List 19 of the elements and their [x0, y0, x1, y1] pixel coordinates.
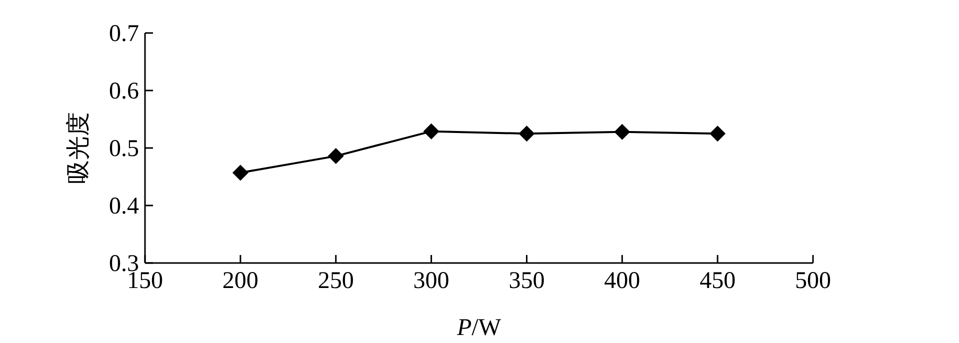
x-tick-label: 350: [508, 268, 545, 294]
x-tick-label: 250: [318, 268, 354, 294]
y-axis-title: 吸光度: [65, 112, 92, 184]
point: [614, 124, 630, 140]
y-tick-label: 0.4: [109, 194, 139, 220]
y-tick-label: 0.6: [109, 78, 139, 104]
x-tick-label: 300: [413, 268, 450, 294]
point: [423, 123, 440, 140]
point: [232, 164, 248, 181]
x-tick-label: 400: [604, 268, 640, 294]
x-tick-label: 200: [222, 268, 258, 294]
x-tick-label: 450: [700, 268, 736, 294]
y-tick-label: 0.7: [109, 21, 139, 47]
y-tick-label: 0.5: [109, 136, 139, 162]
x-axis-title: P/W: [456, 315, 502, 341]
point: [328, 148, 344, 164]
x-tick-label: 500: [795, 268, 831, 294]
point: [518, 126, 535, 142]
point: [710, 126, 726, 142]
